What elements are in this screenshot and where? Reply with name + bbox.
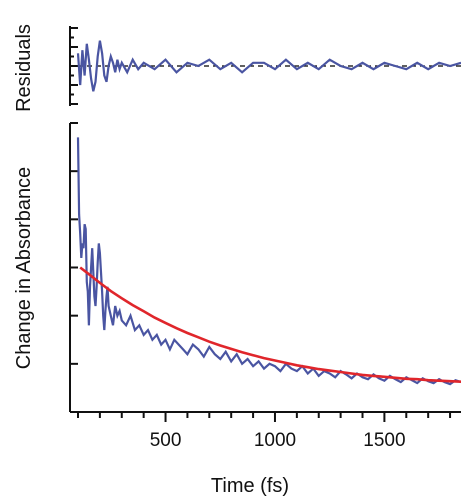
main-x-tick-label: 500 [150,430,182,451]
main-panel: Change in Absorbance 500 1000 1500 Time (f… [13,122,461,497]
residuals-ylabel: Residuals [13,24,35,112]
main-data-series-line [76,137,461,386]
main-y-ticks [70,122,78,413]
residuals-series-line [76,40,461,92]
main-xlabel: Time (fs) [211,475,289,497]
main-x-ticks [77,412,452,422]
main-x-tick-labels: 500 1000 1500 [150,430,406,451]
residuals-panel: Residuals [13,24,461,112]
main-x-tick-label: 1000 [254,430,296,451]
residuals-y-ticks [70,27,78,105]
main-fit-curve-line [79,266,461,383]
main-ylabel: Change in Absorbance [13,167,35,369]
main-x-tick-label: 1500 [363,430,405,451]
